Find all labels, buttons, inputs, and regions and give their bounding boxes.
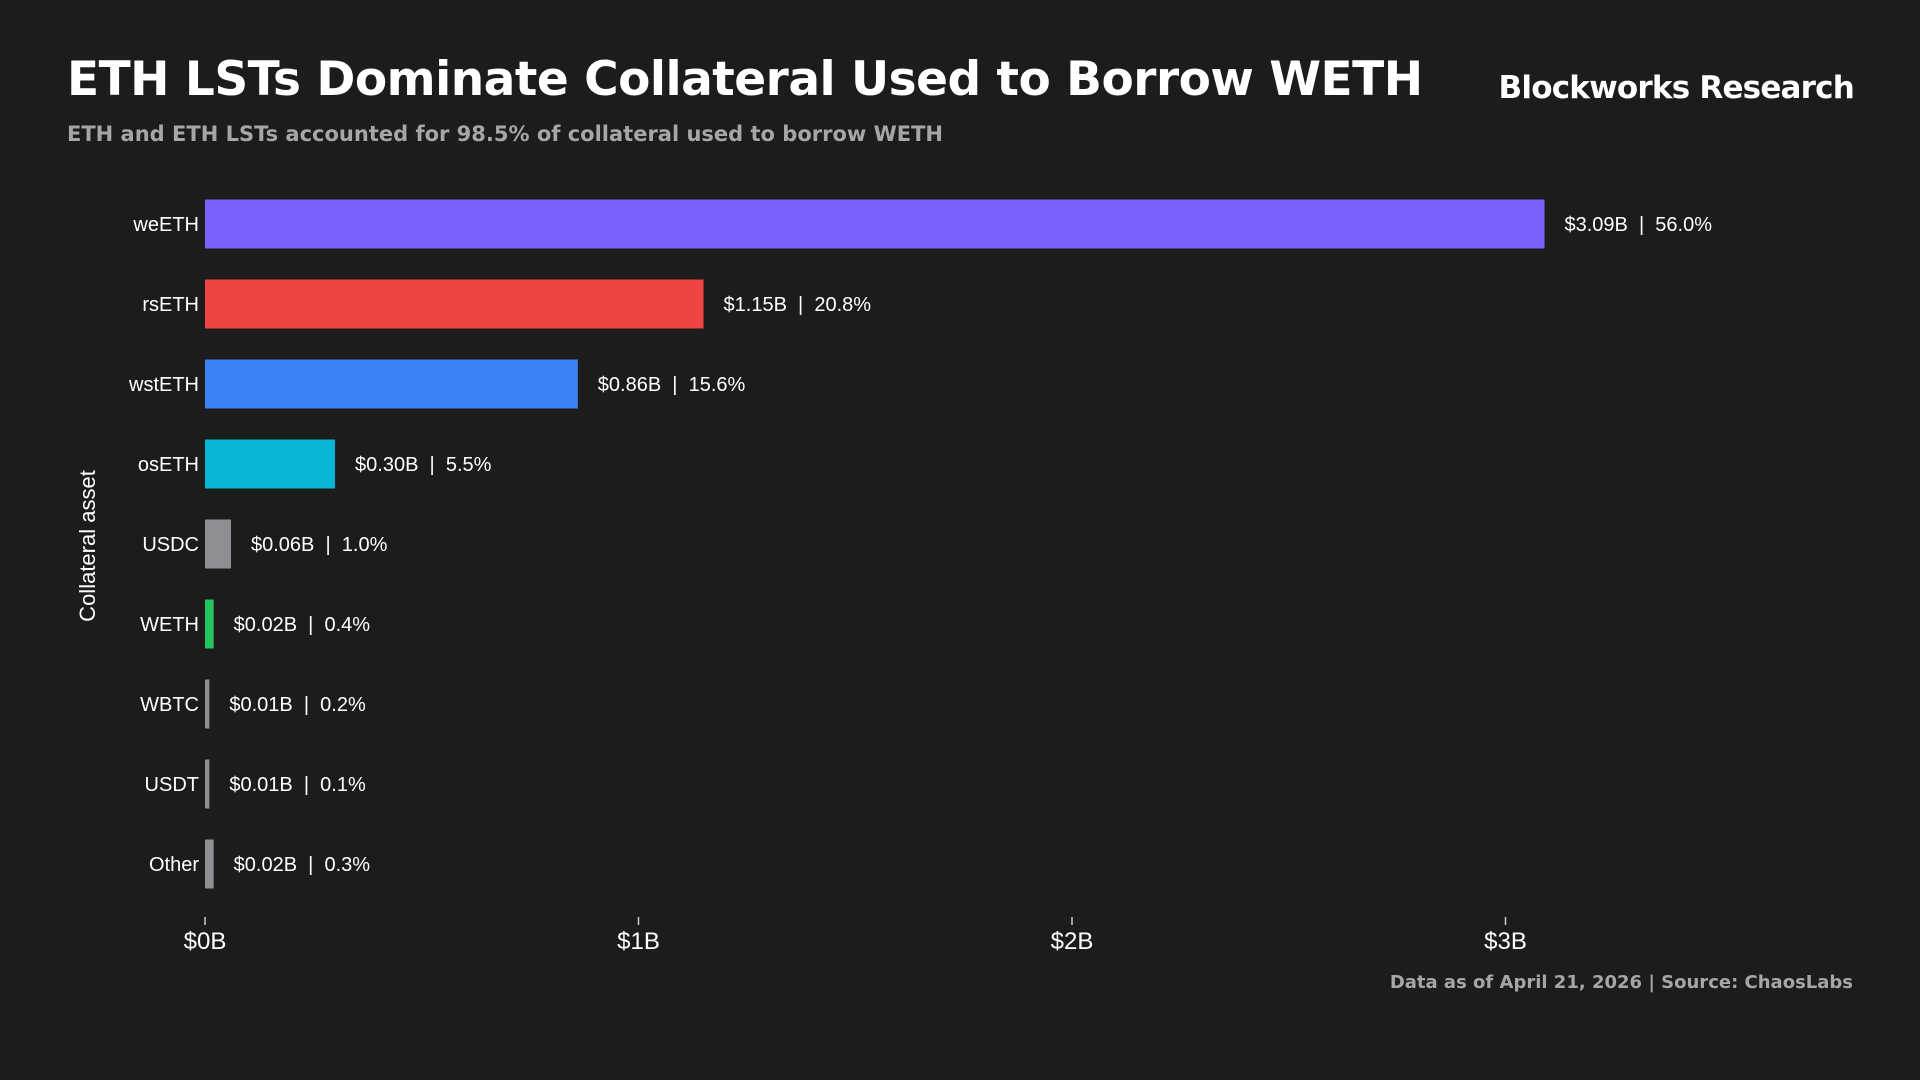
category-label-weeth: weETH — [132, 214, 199, 236]
data-label-oseth: $0.30B | 5.5% — [355, 454, 492, 476]
bar-usdc — [205, 519, 232, 569]
chart-title: ETH LSTs Dominate Collateral Used to Bor… — [67, 52, 1423, 107]
brand-logo: Blockworks Research — [1498, 70, 1855, 106]
data-label-wsteth: $0.86B | 15.6% — [598, 374, 746, 396]
bars-layer — [205, 199, 1545, 889]
bar-usdt — [205, 759, 210, 809]
data-label-weth: $0.02B | 0.4% — [234, 614, 371, 636]
category-label-wbtc: WBTC — [140, 694, 199, 716]
labels-layer: weETH $3.09B | 56.0% rsETH $1.15B | 20.8% ws… — [128, 214, 1712, 876]
category-label-oseth: osETH — [138, 454, 199, 476]
bar-oseth — [205, 439, 336, 489]
bar-weth — [205, 599, 214, 649]
category-label-usdt: USDT — [145, 774, 199, 796]
bar-wsteth — [205, 359, 578, 409]
data-label-rseth: $1.15B | 20.8% — [724, 294, 872, 316]
category-label-wsteth: wstETH — [128, 374, 199, 396]
bar-wbtc — [205, 679, 210, 729]
data-label-weeth: $3.09B | 56.0% — [1565, 214, 1713, 236]
x-tick-label: $2B — [1051, 928, 1094, 955]
category-label-rseth: rsETH — [142, 294, 199, 316]
source-note: Data as of April 21, 2026 | Source: Chao… — [1389, 972, 1853, 993]
x-tick-label: $3B — [1484, 928, 1527, 955]
bar-weeth — [205, 199, 1545, 249]
data-label-other: $0.02B | 0.3% — [234, 854, 371, 876]
x-axis: $0B $1B $2B $3B — [184, 917, 1527, 955]
x-tick-label: $1B — [617, 928, 660, 955]
x-tick-label: $0B — [184, 928, 227, 955]
data-label-usdc: $0.06B | 1.0% — [251, 534, 388, 556]
bar-rseth — [205, 279, 704, 329]
bar-other — [205, 839, 214, 889]
data-label-wbtc: $0.01B | 0.2% — [229, 694, 366, 716]
category-label-other: Other — [149, 854, 199, 876]
chart-subtitle: ETH and ETH LSTs accounted for 98.5% of … — [67, 122, 944, 146]
data-label-usdt: $0.01B | 0.1% — [229, 774, 366, 796]
category-label-weth: WETH — [140, 614, 199, 636]
y-axis-title: Collateral asset — [75, 470, 100, 622]
category-label-usdc: USDC — [142, 534, 199, 556]
